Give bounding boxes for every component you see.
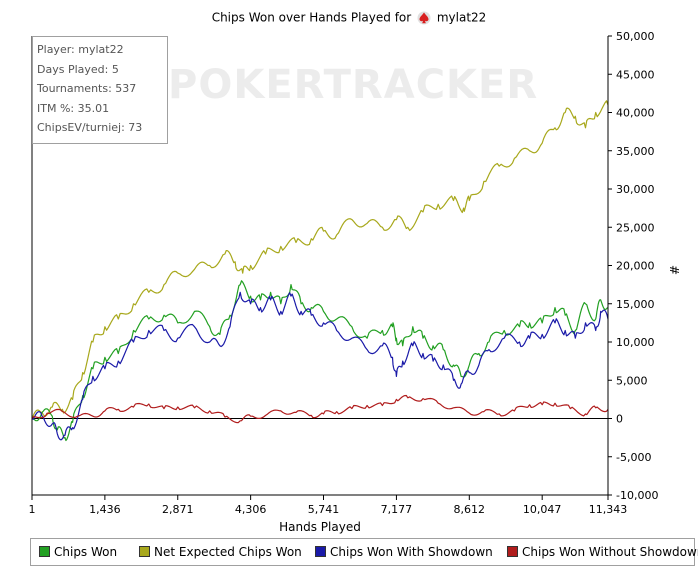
x-tick-label: 2,871 (162, 503, 194, 516)
y-tick-label: 45,000 (616, 68, 655, 81)
series-line-chips-won-without-showdown (31, 394, 609, 424)
x-axis-label: Hands Played (279, 520, 361, 534)
y-tick-label: -5,000 (616, 451, 651, 464)
info-tournaments: Tournaments: 537 (37, 82, 137, 95)
x-tick-label: 10,047 (523, 503, 562, 516)
y-axis-label: # (667, 265, 681, 275)
y-tick-label: 5,000 (616, 374, 648, 387)
legend-item-chips-won[interactable]: Chips Won (39, 545, 117, 559)
y-tick-label: 10,000 (616, 336, 655, 349)
info-itm-percent: ITM %: 35.01 (37, 101, 110, 115)
legend-swatch-chips-won (39, 546, 50, 557)
legend-swatch-with-showdown (315, 546, 326, 557)
x-tick-label: 4,306 (235, 503, 267, 516)
legend-label: Chips Won (54, 545, 118, 559)
legend-label: Net Expected Chips Won (154, 545, 302, 559)
series-lines (31, 100, 609, 442)
info-chips-ev: ChipsEV/turniej: 73 (37, 121, 143, 134)
legend-label: Chips Won Without Showdown (522, 545, 698, 559)
series-line-chips-won-with-showdown (31, 291, 609, 441)
x-tick-label: 11,343 (589, 503, 628, 516)
legend-swatch-without-showdown (507, 546, 518, 557)
x-tick-label: 8,612 (454, 503, 486, 516)
y-tick-label: 30,000 (616, 183, 655, 196)
axes: 50,000 45,000 40,000 35,000 30,000 25,000 20,0… (29, 30, 659, 516)
x-tick-label: 5,741 (308, 503, 340, 516)
legend-swatch-net-expected (139, 546, 150, 557)
x-tick-label: 7,177 (381, 503, 413, 516)
chart-legend: Chips Won Net Expected Chips Won Chips W… (30, 538, 698, 566)
legend-item-with-showdown[interactable]: Chips Won With Showdown (315, 545, 493, 559)
y-tick-label: 40,000 (616, 107, 655, 120)
chart-title: Chips Won over Hands Played for mylat22 (0, 7, 698, 28)
player-info-box: Player: mylat22 Days Played: 5 Tournamen… (32, 36, 168, 144)
y-tick-label: 25,000 (616, 221, 655, 234)
y-tick-label: 35,000 (616, 145, 655, 158)
chart-title-prefix: Chips Won over Hands Played for (211, 10, 412, 25)
y-tick-label: 0 (616, 413, 623, 426)
chart-title-player: mylat22 (436, 10, 487, 25)
y-tick-label: -10,000 (616, 489, 658, 502)
series-line-net-expected-chips-won (31, 100, 609, 419)
pokertracker-watermark: POKERTRACKER (168, 62, 539, 108)
y-tick-label: 50,000 (616, 30, 655, 43)
legend-item-net-expected[interactable]: Net Expected Chips Won (139, 545, 302, 559)
spade-logo-icon (417, 11, 431, 24)
x-tick-label: 1 (29, 503, 36, 516)
y-tick-label: 20,000 (616, 260, 655, 273)
series-line-chips-won (31, 280, 609, 442)
info-days-played: Days Played: 5 (37, 62, 119, 76)
y-tick-label: 15,000 (616, 298, 655, 311)
legend-label: Chips Won With Showdown (330, 545, 493, 559)
info-player: Player: mylat22 (37, 43, 124, 56)
x-tick-label: 1,436 (89, 503, 121, 516)
legend-item-without-showdown[interactable]: Chips Won Without Showdown (507, 545, 698, 559)
